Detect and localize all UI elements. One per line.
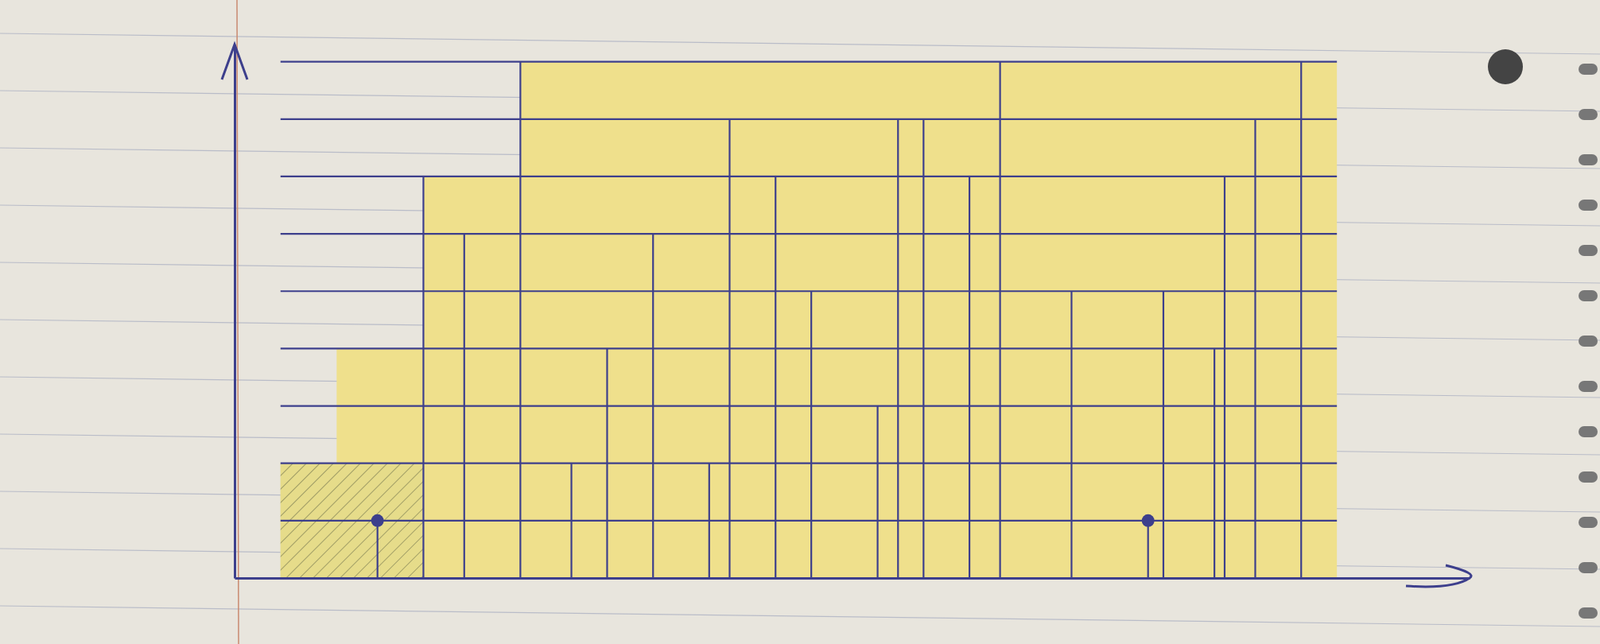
stem-series xyxy=(423,62,1301,579)
x-arrow xyxy=(1405,565,1472,587)
spiral-ring xyxy=(1578,607,1598,619)
stem xyxy=(1300,62,1302,579)
punch-hole xyxy=(1487,49,1523,85)
ruled-line xyxy=(0,33,1600,55)
stem xyxy=(1213,348,1216,579)
grid-line xyxy=(280,404,1337,407)
spiral-ring xyxy=(1578,335,1598,347)
stem xyxy=(708,463,711,579)
stem xyxy=(1070,291,1072,579)
grid-line xyxy=(280,233,1337,235)
grid-line xyxy=(280,347,1337,350)
spiral-ring xyxy=(1578,516,1598,529)
stem xyxy=(897,119,899,579)
stem xyxy=(570,463,572,579)
stem xyxy=(422,176,424,579)
stem xyxy=(999,62,1002,579)
grid-line xyxy=(280,520,1337,522)
chart xyxy=(0,0,1600,644)
y-arrow xyxy=(221,44,248,80)
highlight-area xyxy=(280,62,1337,579)
y-axis xyxy=(234,45,237,579)
y-axis-line xyxy=(233,45,237,579)
x-axis-line xyxy=(235,577,1471,580)
stem xyxy=(652,233,654,579)
stem xyxy=(605,348,608,579)
stem xyxy=(728,119,731,579)
grid-line xyxy=(280,462,1337,465)
stem-marker xyxy=(371,514,385,528)
stem xyxy=(1223,176,1226,579)
x-axis xyxy=(235,578,1471,579)
spiral-ring xyxy=(1578,244,1598,257)
stem xyxy=(1147,520,1150,579)
stem xyxy=(968,176,971,579)
stem xyxy=(519,62,521,579)
spiral-ring xyxy=(1578,63,1598,75)
stem xyxy=(774,176,777,579)
spiral-ring xyxy=(1578,426,1598,438)
spiral-ring xyxy=(1578,154,1598,166)
spiral-ring xyxy=(1578,380,1598,393)
stem xyxy=(376,520,379,579)
grid-line xyxy=(280,175,1337,178)
stem xyxy=(810,291,812,579)
stem xyxy=(876,406,878,579)
stem-series xyxy=(371,514,1155,579)
grid-line xyxy=(280,118,1337,121)
spiral-ring xyxy=(1578,108,1598,121)
grid xyxy=(280,62,1337,521)
stem xyxy=(1254,119,1256,579)
grid-line xyxy=(280,290,1337,292)
ruled-lines xyxy=(0,0,1600,644)
margin-line xyxy=(236,0,239,644)
stem xyxy=(463,233,466,579)
spiral-ring xyxy=(1578,471,1598,483)
stem xyxy=(922,119,925,579)
spiral-ring xyxy=(1578,199,1598,211)
stem xyxy=(1162,291,1165,579)
paper xyxy=(0,0,1600,644)
stem-marker xyxy=(1141,514,1155,528)
plot-area xyxy=(280,62,1337,579)
grid-line xyxy=(280,61,1337,63)
ruled-line xyxy=(0,605,1600,627)
spiral-ring xyxy=(1578,290,1598,302)
spiral-ring xyxy=(1578,562,1598,574)
